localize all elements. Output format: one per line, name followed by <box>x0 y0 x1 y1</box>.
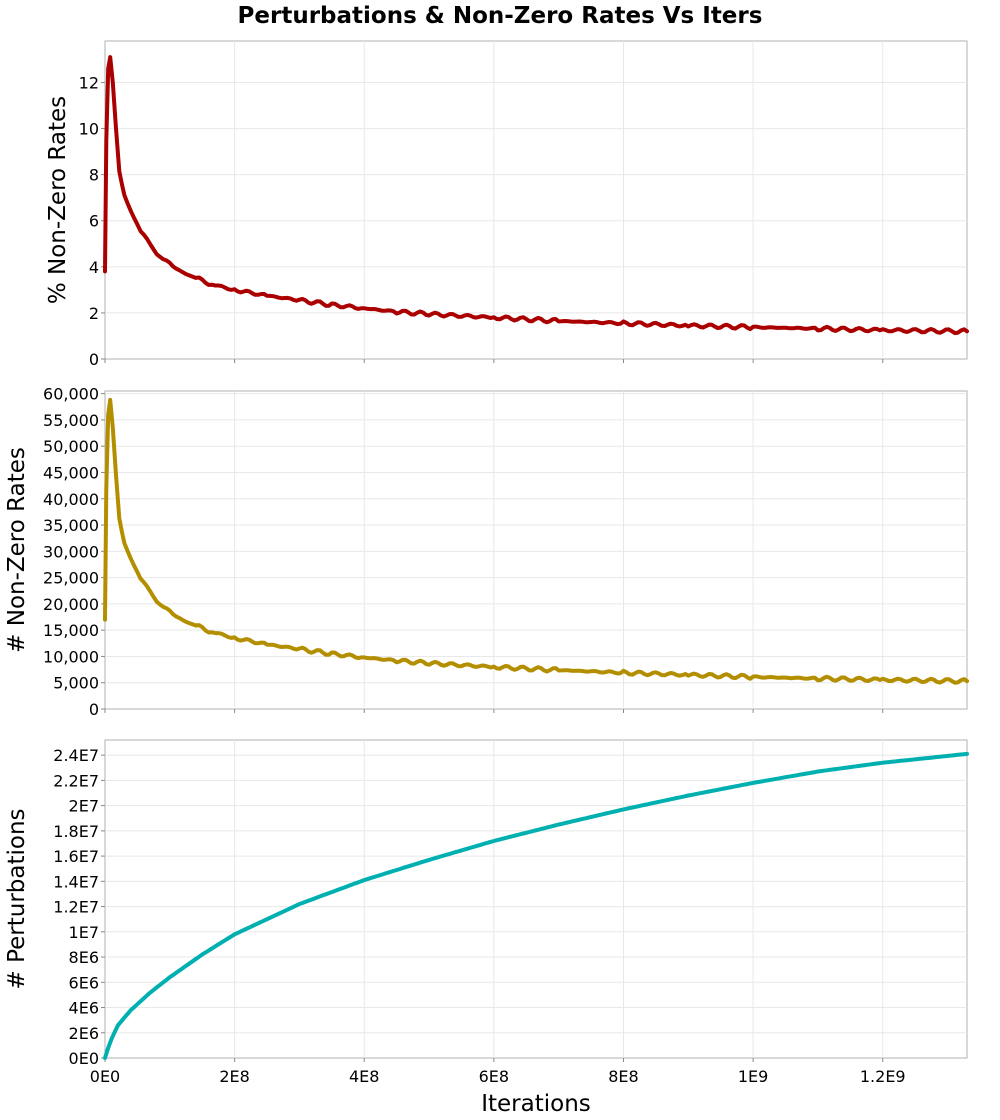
y-tick-label: 2.2E7 <box>53 771 99 790</box>
y-tick-label: 4E6 <box>69 999 99 1018</box>
y-tick-label: 1.8E7 <box>53 822 99 841</box>
y-tick-label: 30,000 <box>43 542 99 561</box>
y-tick-label: 1.2E7 <box>53 898 99 917</box>
y-tick-label: 40,000 <box>43 490 99 509</box>
y-tick-label: 0 <box>89 700 99 719</box>
y-tick-label: 2 <box>89 304 99 323</box>
y-axis-label: # Perturbations <box>4 808 30 989</box>
y-tick-label: 6 <box>89 212 99 231</box>
y-axis-label: # Non-Zero Rates <box>4 447 30 653</box>
y-tick-label: 8 <box>89 166 99 185</box>
x-tick-label: 8E8 <box>608 1067 638 1086</box>
y-tick-label: 45,000 <box>43 463 99 482</box>
y-tick-label: 5,000 <box>53 674 99 693</box>
y-tick-label: 25,000 <box>43 569 99 588</box>
y-tick-label: 55,000 <box>43 411 99 430</box>
x-tick-label: 0E0 <box>90 1067 120 1086</box>
y-tick-label: 10 <box>79 120 99 139</box>
series-line-3 <box>103 751 969 1060</box>
y-tick-label: 0E0 <box>69 1049 99 1068</box>
y-tick-label: 12 <box>79 73 99 92</box>
y-tick-label: 50,000 <box>43 437 99 456</box>
x-tick-label: 6E8 <box>479 1067 509 1086</box>
y-axis-label: % Non-Zero Rates <box>45 96 71 304</box>
plot-area-3 <box>104 739 968 1059</box>
y-tick-label: 15,000 <box>43 621 99 640</box>
y-tick-label: 6E6 <box>69 973 99 992</box>
y-tick-label: 1E7 <box>69 923 99 942</box>
x-tick-label: 2E8 <box>219 1067 249 1086</box>
y-tick-label: 2E6 <box>69 1024 99 1043</box>
plot-area-1 <box>104 40 968 360</box>
y-tick-label: 1.4E7 <box>53 872 99 891</box>
y-tick-label: 35,000 <box>43 516 99 535</box>
chart-panel-3: 0E0 2E8 4E8 6E8 8E8 1E9 1.2E9 0E0 2E6 4E6 6E6 8E6 1E… <box>4 739 969 1117</box>
y-tick-label: 8E6 <box>69 948 99 967</box>
chart-panel-1: 0 2 4 6 8 10 12 % Non-Zero Rates <box>45 40 969 369</box>
chart-panel-2: 0 5,000 10,000 15,000 20,000 25,000 30,000 35,0… <box>4 385 969 719</box>
series-line-1 <box>103 55 969 336</box>
y-tick-label: 2E7 <box>69 797 99 816</box>
y-tick-label: 1.6E7 <box>53 847 99 866</box>
y-tick-label: 4 <box>89 258 99 277</box>
y-tick-label: 10,000 <box>43 647 99 666</box>
x-axis-label: Iterations <box>481 1091 591 1117</box>
x-tick-label: 4E8 <box>349 1067 379 1086</box>
y-tick-label: 0 <box>89 350 99 369</box>
chart-title: Perturbations & Non-Zero Rates Vs Iters <box>238 3 763 29</box>
y-tick-label: 20,000 <box>43 595 99 614</box>
x-tick-label: 1E9 <box>738 1067 768 1086</box>
x-tick-label: 1.2E9 <box>860 1067 906 1086</box>
series-line-2 <box>103 397 969 685</box>
y-tick-label: 2.4E7 <box>53 746 99 765</box>
y-tick-label: 60,000 <box>43 385 99 404</box>
